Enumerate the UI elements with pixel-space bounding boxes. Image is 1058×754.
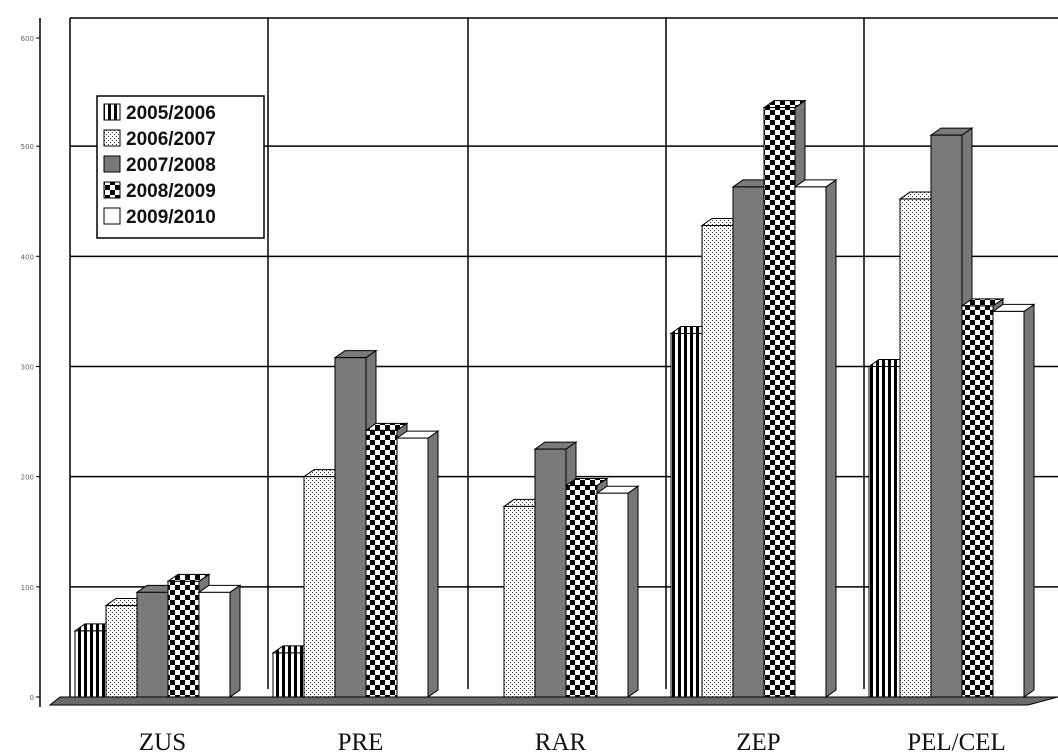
bar-front: [868, 366, 901, 698]
legend-swatch: [103, 103, 121, 121]
bar-front: [670, 332, 703, 698]
category-label: ZEP: [736, 729, 780, 754]
bar-front: [763, 107, 796, 698]
y-tick-label: 100: [21, 584, 34, 592]
bar: [197, 584, 242, 698]
bar-side: [627, 485, 639, 698]
legend-label: 2005/2006: [126, 103, 216, 124]
bar-front: [534, 448, 567, 698]
bars: [73, 99, 1036, 698]
y-tick-label: 600: [21, 35, 34, 43]
bar: [793, 178, 838, 698]
bar-front: [396, 437, 429, 698]
y-tick-label: 500: [21, 143, 34, 151]
bar-front: [272, 652, 305, 698]
legend: 2005/2006 2006/2007 2007/2008 2008/2009 2009…: [96, 95, 265, 239]
legend-label: 2009/2010: [126, 207, 216, 228]
bar-front: [334, 357, 367, 698]
bar-side: [825, 178, 837, 698]
y-tick-label: 0: [30, 694, 34, 702]
y-tick-label: 300: [21, 364, 34, 372]
legend-box: [96, 95, 265, 239]
bar-front: [136, 591, 169, 698]
bar-front: [565, 484, 598, 698]
bar-front: [899, 198, 932, 698]
bar-side: [427, 430, 439, 698]
bar-front: [701, 224, 734, 698]
legend-label: 2007/2008: [126, 155, 216, 176]
y-tick-label: 200: [21, 474, 34, 482]
category-label: RAR: [535, 729, 587, 754]
bar-front: [303, 476, 336, 698]
x-axis-categories: ZUS PRE RAR ZEP PEL/CEL: [139, 729, 1006, 754]
legend-label: 2006/2007: [126, 129, 216, 150]
legend-swatch: [103, 129, 121, 147]
bar: [595, 485, 640, 698]
bar-front: [930, 134, 963, 698]
bar-front: [732, 186, 765, 698]
bar-front: [198, 591, 231, 698]
bar-front: [596, 492, 629, 698]
category-label: ZUS: [139, 729, 186, 754]
legend-swatch: [103, 207, 121, 225]
bar-side: [229, 584, 241, 698]
bar-front: [961, 305, 994, 698]
bar: [395, 430, 440, 698]
bar-front: [794, 186, 827, 698]
legend-swatch: [103, 155, 121, 173]
bar-front: [992, 310, 1025, 698]
y-axis-ticks: 0 100 200 300 400 500 600: [21, 35, 40, 702]
category-label: PEL/CEL: [907, 729, 1006, 754]
bar-front: [365, 429, 398, 698]
bar-front: [74, 630, 107, 698]
y-tick-label: 400: [21, 253, 34, 261]
floor: [48, 696, 1058, 706]
bar: [991, 303, 1036, 698]
category-label: PRE: [338, 729, 384, 754]
legend-label: 2008/2009: [126, 181, 216, 202]
bar-front: [503, 505, 536, 698]
chart-floor: [48, 696, 1058, 706]
bar-front: [167, 580, 200, 698]
bar-side: [1023, 303, 1035, 698]
bar-front: [105, 605, 138, 698]
legend-swatch: [103, 181, 121, 199]
